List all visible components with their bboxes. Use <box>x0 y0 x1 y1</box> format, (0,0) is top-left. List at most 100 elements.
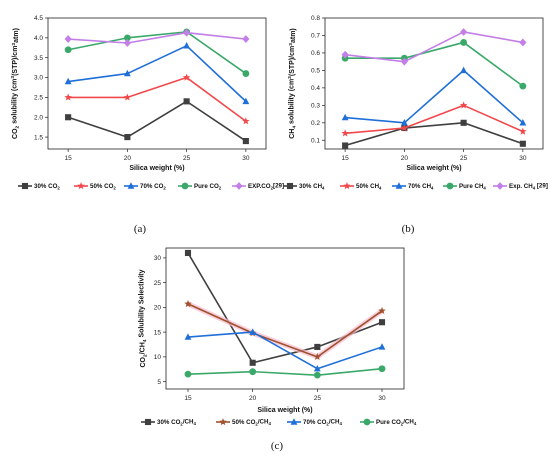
data-point <box>378 343 386 350</box>
legend-item: 50% CO2 <box>74 182 116 191</box>
x-axis-label: Silica weight (%) <box>129 165 184 172</box>
legend-label: 30% CO2/CH4 <box>157 419 196 427</box>
data-point <box>313 352 322 361</box>
legend-item: 70% CO2/CH4 <box>287 418 342 427</box>
series-line <box>345 104 524 135</box>
legend-item: Pure CO2 <box>178 182 222 191</box>
y-axis-label-group: CH4 solubility (cm3(STP)/cm3atm) <box>287 28 298 139</box>
legend-label-part: 70% CO <box>303 419 327 426</box>
series-4 <box>341 28 527 66</box>
data-point <box>249 368 257 376</box>
legend-label: 50% CH4 <box>356 183 382 191</box>
data-point <box>400 57 408 66</box>
legend-label: 70% CH4 <box>408 183 434 191</box>
data-point <box>242 138 249 145</box>
y-axis-label-part: CO <box>140 356 147 367</box>
legend-label: 50% CO2 <box>90 183 116 191</box>
x-tick-label: 20 <box>401 155 409 162</box>
series-line <box>68 31 246 44</box>
y-tick-label: 3.0 <box>34 75 43 82</box>
y-axis-label-part: (STP)/cm <box>12 46 19 76</box>
legend-label-part: 2 <box>180 422 183 427</box>
y-tick-label: 3.5 <box>34 55 43 62</box>
legend-label-part: [29] <box>535 183 548 190</box>
y-axis-label-group: CO2/CH4 Solubility Selectivity <box>139 269 149 367</box>
data-point <box>64 35 72 43</box>
legend-marker <box>219 418 227 426</box>
y-tick-label: 25 <box>154 280 162 287</box>
x-tick-label: 15 <box>184 395 192 402</box>
legend-marker <box>77 182 85 190</box>
plot-frame <box>165 247 405 390</box>
data-point <box>341 129 349 137</box>
y-tick-label: 0.4 <box>311 85 320 92</box>
x-tick-label: 25 <box>460 155 468 162</box>
y-tick-label: 20 <box>154 305 162 312</box>
series-line <box>68 44 247 102</box>
y-axis-label-part: 4 <box>142 339 148 342</box>
data-point <box>249 359 256 366</box>
series-0 <box>342 119 526 149</box>
series-line <box>344 122 524 147</box>
legend-label-part: 2 <box>326 422 329 427</box>
legend-item: EXP.CO2[29] <box>232 182 284 191</box>
y-axis-label-part: 4 <box>292 126 298 129</box>
legend-label-part: 2 <box>271 186 274 191</box>
panel-label: (c) <box>271 440 284 452</box>
chart-panel-a: 1.5 2.0 2.5 3.0 3.5 4.0 4.5 15 20 25 30 Silica weig… <box>10 15 284 235</box>
data-point <box>519 119 527 126</box>
data-point <box>400 119 408 126</box>
x-tick-label: 20 <box>124 155 132 162</box>
legend-item: Exp. CH4 [29] <box>493 182 548 191</box>
legend-label-part: Pure CO <box>194 183 219 190</box>
series-line <box>67 100 247 142</box>
y-axis-label-part: atm) <box>290 28 297 43</box>
series-4 <box>64 28 250 47</box>
y-axis-label-part: atm) <box>13 28 20 43</box>
data-point <box>378 365 386 373</box>
legend-label-part: /CH <box>403 419 414 426</box>
y-tick-label: 0.3 <box>311 103 320 110</box>
y-tick-label: 0.7 <box>311 33 320 40</box>
y-tick-label: 0.8 <box>311 15 320 22</box>
y-tick-label: 2.5 <box>34 95 43 102</box>
legend-item: Pure CH4 <box>443 182 486 191</box>
x-tick-label: 15 <box>342 155 350 162</box>
legend-label-part: 30% CO <box>157 419 181 426</box>
y-tick-label: 5 <box>157 379 161 386</box>
legend-label-part: 4 <box>533 186 536 191</box>
legend-label: 70% CO2 <box>140 183 166 191</box>
legend-label: Pure CO2 <box>194 183 222 191</box>
series-1 <box>64 73 250 125</box>
legend-label: 30% CO2 <box>34 183 60 191</box>
data-point <box>182 73 191 81</box>
y-tick-label: 15 <box>154 329 162 336</box>
data-point <box>341 113 349 121</box>
legend-label-part: 2 <box>113 186 116 191</box>
y-tick-label: 0.2 <box>311 120 320 127</box>
data-point <box>184 333 192 340</box>
data-point <box>123 93 132 101</box>
series-line <box>345 41 524 87</box>
legend-item: Pure CO2/CH4 <box>360 419 417 427</box>
series-line <box>187 367 383 376</box>
data-point <box>124 134 131 141</box>
x-tick-label: 25 <box>183 155 191 162</box>
data-point <box>519 127 527 135</box>
y-axis-label-part: solubility (cm <box>288 79 295 126</box>
legend-marker <box>144 418 152 426</box>
y-tick-label: 1.5 <box>34 134 43 141</box>
data-point <box>460 66 468 74</box>
data-point <box>400 124 409 132</box>
y-axis-label-part: CO <box>12 128 19 139</box>
legend-marker <box>290 418 298 425</box>
y-tick-label: 0.5 <box>311 68 320 75</box>
legend-label: Pure CH4 <box>459 183 486 191</box>
legend-label-part: 4 <box>339 421 342 426</box>
chart-panel-b: 0.1 0.2 0.3 0.4 0.5 0.6 0.7 0.8 15 20 25 30 Silica w… <box>283 15 548 235</box>
legend-label: Exp. CH4 [29] <box>509 183 548 191</box>
legend-label-part: 4 <box>193 421 196 426</box>
data-point <box>242 117 250 125</box>
data-point <box>378 306 386 314</box>
